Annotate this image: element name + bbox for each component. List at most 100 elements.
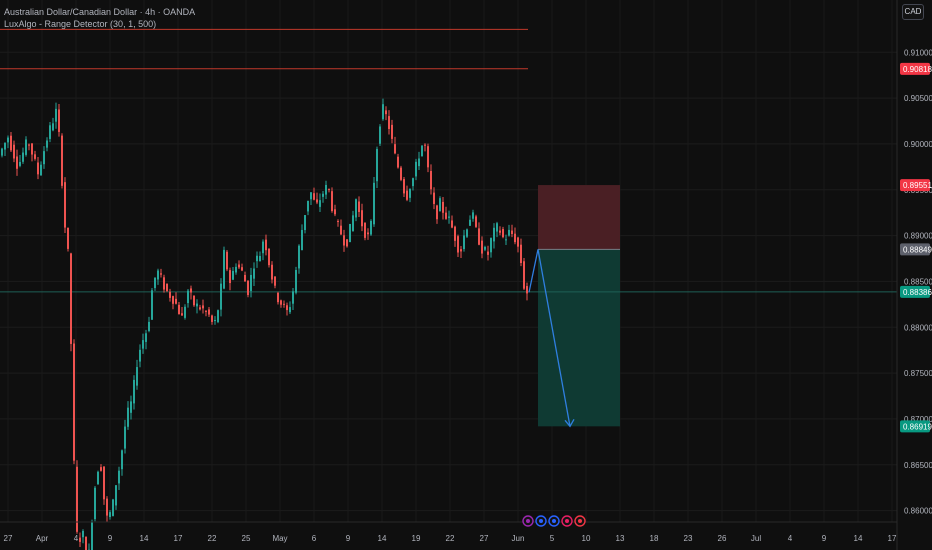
- candle-body: [391, 124, 393, 139]
- price-label-bg: [900, 420, 930, 433]
- candle-body: [367, 232, 369, 235]
- currency-button[interactable]: CAD: [902, 4, 924, 20]
- candle: [508, 224, 510, 237]
- time-tick-label: 26: [718, 534, 727, 543]
- candle-body: [475, 216, 477, 227]
- candle: [106, 496, 108, 523]
- candle: [460, 245, 462, 259]
- candle-body: [469, 219, 471, 226]
- candle: [436, 204, 438, 224]
- candle-body: [151, 290, 153, 320]
- candle: [190, 285, 192, 300]
- candle: [67, 227, 69, 252]
- candle: [28, 143, 30, 151]
- range-detector-levels: [0, 28, 897, 293]
- candle: [487, 245, 489, 261]
- candle-body: [370, 220, 372, 235]
- candle: [280, 299, 282, 308]
- time-tick-label: 25: [242, 534, 251, 543]
- candle: [13, 140, 15, 163]
- price-label: 0.86919: [900, 420, 932, 433]
- candle: [244, 271, 246, 282]
- candle: [517, 236, 519, 253]
- candle-body: [247, 280, 249, 295]
- candle: [136, 359, 138, 390]
- candle-body: [190, 288, 192, 293]
- candle-body: [16, 156, 18, 169]
- candle: [439, 196, 441, 212]
- candle: [499, 226, 501, 236]
- candle-body: [388, 116, 390, 129]
- candle-body: [340, 225, 342, 235]
- candle-body: [487, 251, 489, 255]
- time-tick-label: 27: [480, 534, 489, 543]
- candle-body: [307, 200, 309, 212]
- candle: [463, 229, 465, 252]
- candle-body: [253, 268, 255, 279]
- candle-body: [55, 108, 57, 122]
- candle: [94, 486, 96, 522]
- candle-body: [520, 244, 522, 263]
- indicator-title: LuxAlgo - Range Detector (30, 1, 500): [4, 19, 157, 29]
- candle-body: [154, 277, 156, 289]
- candle: [76, 460, 78, 534]
- candle: [316, 192, 318, 205]
- candle-body: [298, 245, 300, 269]
- candle: [331, 187, 333, 213]
- candle-body: [193, 295, 195, 306]
- price-axis: 0.910000.905000.900000.895000.890000.885…: [896, 0, 932, 550]
- candle-body: [124, 426, 126, 449]
- candle-body: [400, 167, 402, 180]
- candle-body: [91, 521, 93, 550]
- price-label-text: 0.88849: [903, 245, 932, 254]
- candle: [355, 198, 357, 222]
- candle: [505, 234, 507, 246]
- candle-body: [94, 487, 96, 520]
- candle-body: [82, 530, 84, 538]
- candle-body: [118, 470, 120, 484]
- candle: [319, 193, 321, 212]
- candle: [349, 223, 351, 243]
- candle: [37, 156, 39, 180]
- candle: [523, 258, 525, 290]
- candle: [457, 234, 459, 258]
- candle-body: [19, 161, 21, 166]
- candle: [364, 222, 366, 241]
- candle-body: [241, 267, 243, 271]
- candle-body: [316, 199, 318, 203]
- candle-body: [67, 227, 69, 249]
- candle: [334, 204, 336, 217]
- candle: [295, 266, 297, 295]
- candle-body: [283, 303, 285, 305]
- candle-body: [409, 188, 411, 198]
- candle-body: [211, 315, 213, 322]
- candle-body: [28, 144, 30, 146]
- candle: [97, 470, 99, 485]
- candle-body: [325, 184, 327, 195]
- candle: [382, 98, 384, 121]
- price-tick-label: 0.88000: [904, 323, 932, 332]
- candle-body: [232, 270, 234, 280]
- candle-body: [22, 152, 24, 162]
- candle-body: [406, 190, 408, 200]
- symbol-title: Australian Dollar/Canadian Dollar · 4h ·…: [4, 7, 196, 17]
- candle: [124, 419, 126, 454]
- candle: [130, 395, 132, 420]
- stop-loss-zone: [538, 185, 620, 250]
- candle: [307, 200, 309, 216]
- candle-body: [220, 283, 222, 310]
- candle-body: [172, 296, 174, 304]
- candle-body: [439, 198, 441, 212]
- candle-body: [523, 261, 525, 289]
- candlestick-series: [1, 98, 528, 550]
- candle: [397, 153, 399, 169]
- price-label-text: 0.89551: [903, 181, 932, 190]
- candle-body: [133, 379, 135, 404]
- candle: [220, 278, 222, 317]
- price-label-text: 0.90818: [903, 65, 932, 74]
- candle: [163, 274, 165, 293]
- candle-body: [52, 123, 54, 131]
- candle-body: [337, 220, 339, 222]
- candle: [121, 449, 123, 476]
